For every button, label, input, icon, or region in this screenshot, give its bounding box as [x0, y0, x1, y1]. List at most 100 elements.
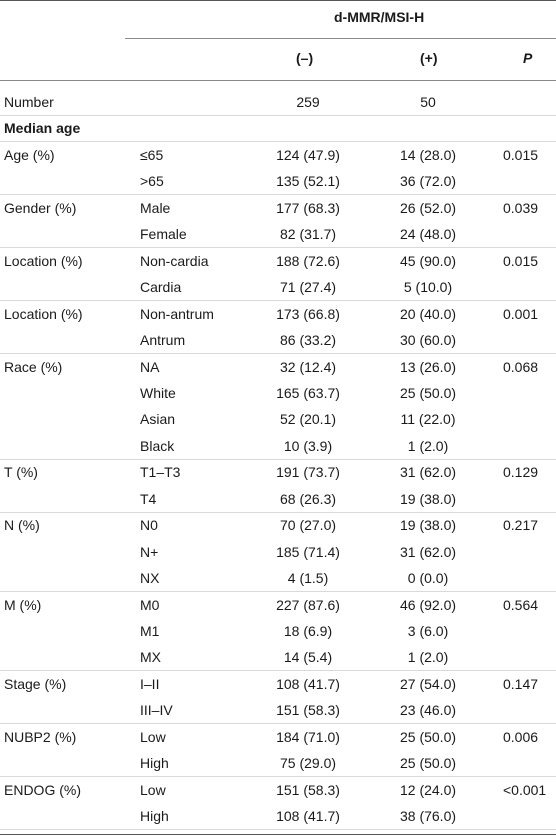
row-negative-value: 32 (12.4)	[279, 358, 337, 375]
row-positive-value: 24 (48.0)	[399, 226, 457, 243]
row-category: >65	[140, 173, 164, 190]
row-positive-value: 26 (52.0)	[399, 199, 457, 216]
row-negative-value: 75 (29.0)	[279, 755, 337, 772]
row-category: Female	[140, 226, 187, 243]
row-p-value: 0.147	[503, 675, 539, 692]
row-p-value: 0.129	[503, 464, 539, 481]
row-separator	[0, 247, 556, 249]
row-category: Low	[140, 728, 166, 745]
row-negative-value: 18 (6.9)	[283, 623, 333, 639]
row-separator	[0, 141, 556, 143]
row-negative-value: 4 (1.5)	[287, 570, 329, 587]
row-negative-value: 135 (52.1)	[276, 173, 340, 190]
column-header-negative: (–)	[296, 50, 314, 66]
row-negative-value: 82 (31.7)	[279, 226, 337, 243]
row-category: High	[140, 755, 169, 772]
row-separator	[0, 194, 556, 196]
row-category: MX	[140, 649, 161, 666]
row-positive-value: 3 (6.0)	[407, 623, 449, 639]
row-category: T1–T3	[140, 464, 181, 481]
row-variable: Gender (%)	[4, 199, 77, 216]
row-positive-value: 46 (92.0)	[399, 596, 457, 613]
row-negative-value: 70 (27.0)	[279, 517, 337, 534]
row-category: White	[140, 384, 176, 401]
row-positive-value: 27 (54.0)	[399, 675, 457, 692]
row-category: M1	[140, 623, 160, 639]
row-variable: T (%)	[4, 464, 38, 481]
row-negative-value: 227 (87.6)	[276, 596, 340, 613]
row-negative-value: 10 (3.9)	[283, 437, 333, 454]
row-negative-value: 68 (26.3)	[279, 490, 337, 507]
row-positive-value: 1 (2.0)	[407, 437, 449, 454]
row-negative-value: 259	[296, 94, 320, 110]
row-positive-value: 23 (46.0)	[399, 702, 457, 719]
row-negative-value: 86 (33.2)	[279, 332, 337, 349]
row-variable: Race (%)	[4, 358, 63, 375]
row-negative-value: 191 (73.7)	[276, 464, 340, 481]
row-positive-value: 0 (0.0)	[407, 570, 449, 587]
row-category: I–II	[140, 675, 160, 692]
row-category: M0	[140, 596, 160, 613]
row-positive-value: 31 (62.0)	[399, 543, 457, 560]
row-category: NX	[140, 570, 160, 587]
row-separator	[0, 353, 556, 355]
row-positive-value: 31 (62.0)	[399, 464, 457, 481]
row-variable: N (%)	[4, 517, 40, 534]
row-p-value: 0.015	[503, 146, 539, 163]
row-separator	[0, 115, 556, 116]
row-separator	[0, 458, 556, 460]
row-negative-value: 184 (71.0)	[276, 728, 340, 745]
row-negative-value: 14 (5.4)	[283, 649, 333, 666]
row-negative-value: 188 (72.6)	[276, 252, 340, 269]
row-separator	[0, 723, 556, 725]
row-category: T4	[140, 490, 157, 507]
row-separator	[0, 511, 556, 513]
row-positive-value: 12 (24.0)	[399, 781, 457, 798]
row-p-value: 0.015	[503, 252, 539, 269]
row-positive-value: 1 (2.0)	[407, 649, 449, 666]
row-separator	[0, 591, 556, 593]
row-negative-value: 124 (47.9)	[276, 146, 340, 163]
row-p-value: 0.001	[503, 305, 539, 322]
row-positive-value: 25 (50.0)	[399, 728, 457, 745]
row-category: ≤65	[140, 146, 164, 163]
row-variable: ENDOG (%)	[4, 781, 81, 798]
row-positive-value: 14 (28.0)	[399, 146, 457, 163]
row-negative-value: 173 (66.8)	[276, 305, 340, 322]
header-rule	[0, 80, 556, 81]
row-positive-value: 36 (72.0)	[399, 173, 457, 190]
row-positive-value: 50	[420, 94, 436, 110]
row-variable: M (%)	[4, 596, 42, 613]
row-positive-value: 25 (50.0)	[399, 755, 457, 772]
row-positive-value: 19 (38.0)	[399, 517, 457, 534]
row-p-value: 0.006	[503, 728, 539, 745]
row-category: N+	[140, 543, 159, 560]
row-negative-value: 165 (63.7)	[276, 384, 340, 401]
row-negative-value: 151 (58.3)	[276, 781, 340, 798]
row-negative-value: 71 (27.4)	[279, 279, 337, 296]
row-category: Male	[140, 199, 171, 216]
row-category: High	[140, 808, 169, 825]
row-positive-value: 20 (40.0)	[399, 305, 457, 322]
row-negative-value: 108 (41.7)	[276, 675, 340, 692]
row-positive-value: 45 (90.0)	[399, 252, 457, 269]
row-p-value: <0.001	[503, 781, 547, 798]
row-positive-value: 5 (10.0)	[403, 279, 453, 296]
row-variable: Stage (%)	[4, 675, 67, 692]
group-underline	[125, 38, 556, 39]
row-positive-value: 11 (22.0)	[400, 411, 456, 428]
row-positive-value: 19 (38.0)	[399, 490, 457, 507]
top-rule	[0, 0, 556, 1]
row-variable: Median age	[4, 120, 81, 137]
row-negative-value: 177 (68.3)	[276, 199, 340, 216]
row-variable: NUBP2 (%)	[4, 728, 77, 745]
row-negative-value: 151 (58.3)	[276, 702, 340, 719]
row-category: Black	[140, 437, 175, 454]
row-p-value: 0.068	[503, 358, 539, 375]
row-negative-value: 185 (71.4)	[276, 543, 340, 560]
row-category: NA	[140, 358, 160, 375]
row-separator	[0, 829, 556, 831]
row-positive-value: 25 (50.0)	[399, 384, 457, 401]
row-category: Cardia	[140, 279, 182, 296]
row-variable: Location (%)	[4, 305, 83, 322]
